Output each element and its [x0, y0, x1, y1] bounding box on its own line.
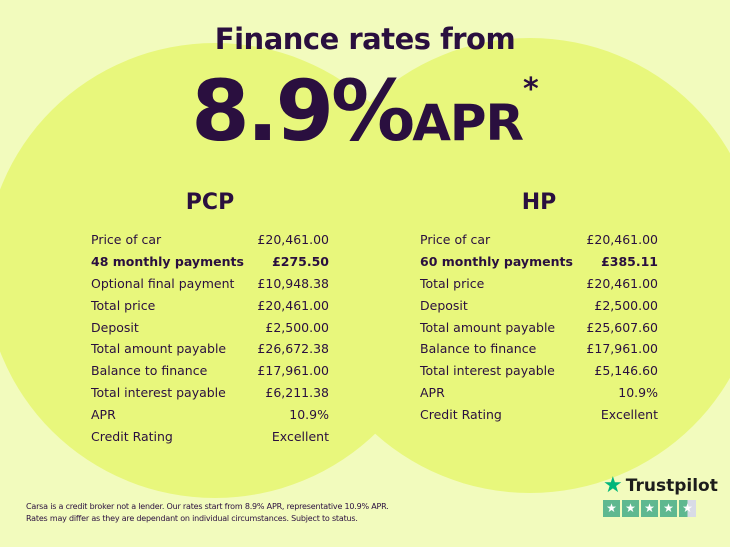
row-value: £25,607.60 — [586, 319, 658, 335]
pcp-row: Price of car £20,461.00 — [91, 229, 329, 251]
disclaimer-line-2: Rates may differ as they are dependant o… — [26, 514, 358, 523]
row-label: Total amount payable — [91, 341, 227, 357]
row-value: £2,500.00 — [265, 319, 329, 335]
trustpilot-name: Trustpilot — [625, 476, 718, 496]
row-label: 48 monthly payments — [91, 253, 244, 269]
row-label: Deposit — [91, 319, 139, 335]
hp-row: APR 10.9% — [420, 382, 658, 404]
row-label: Optional final payment — [91, 275, 235, 291]
pcp-row: Balance to finance £17,961.00 — [91, 360, 329, 382]
row-label: Total interest payable — [91, 385, 226, 401]
row-label: Price of car — [91, 232, 162, 247]
row-value: Excellent — [600, 407, 658, 423]
row-value: £20,461.00 — [257, 297, 329, 313]
trustpilot-stars: ★ ★ ★ ★ ★ — [603, 500, 718, 517]
row-value: £6,211.38 — [265, 385, 329, 401]
row-label: Total interest payable — [420, 363, 555, 379]
hp-row: Deposit £2,500.00 — [420, 295, 658, 317]
hp-row: Price of car £20,461.00 — [420, 229, 658, 251]
pcp-row: Deposit £2,500.00 — [91, 317, 329, 339]
row-label: Total amount payable — [420, 319, 556, 335]
hp-row: Balance to finance £17,961.00 — [420, 338, 658, 360]
rate-value: 8.9% — [191, 62, 415, 160]
star-icon: ★ — [622, 500, 639, 517]
pcp-row: Total interest payable £6,211.38 — [91, 382, 329, 404]
row-value: £385.11 — [601, 253, 658, 269]
hp-row: Total amount payable £25,607.60 — [420, 317, 658, 339]
row-label: Deposit — [420, 297, 468, 313]
pcp-title: PCP — [185, 190, 235, 215]
row-value: £20,461.00 — [257, 232, 329, 247]
row-label: 60 monthly payments — [420, 253, 573, 269]
row-label: APR — [420, 385, 445, 401]
pcp-row: 48 monthly payments £275.50 — [91, 251, 329, 273]
row-label: Total price — [420, 275, 485, 291]
apr-label: APR — [412, 94, 524, 152]
half-star-icon: ★ — [679, 500, 696, 517]
trustpilot-logo: ★ Trustpilot — [603, 473, 718, 498]
star-icon: ★ — [641, 500, 658, 517]
pcp-row: Credit Rating Excellent — [91, 426, 329, 448]
trustpilot-badge[interactable]: ★ Trustpilot ★ ★ ★ ★ ★ — [603, 473, 718, 517]
row-label: Total price — [91, 297, 156, 313]
hp-row: Total price £20,461.00 — [420, 273, 658, 295]
pcp-row: Optional final payment £10,948.38 — [91, 273, 329, 295]
row-label: Credit Rating — [91, 429, 173, 445]
star-icon: ★ — [660, 500, 677, 517]
row-value: Excellent — [271, 429, 329, 445]
row-value: £17,961.00 — [257, 363, 329, 379]
star-icon: ★ — [603, 500, 620, 517]
row-value: £20,461.00 — [586, 232, 658, 247]
headline: Finance rates from — [214, 22, 516, 56]
row-value: £5,146.60 — [594, 363, 658, 379]
hp-row: Credit Rating Excellent — [420, 404, 658, 426]
row-label: Balance to finance — [420, 341, 537, 357]
disclaimer-line-1: Carsa is a credit broker not a lender. O… — [26, 502, 389, 511]
row-value: £26,672.38 — [257, 341, 329, 357]
pcp-row: Total price £20,461.00 — [91, 295, 329, 317]
row-label: APR — [91, 407, 116, 423]
background-circle-right — [300, 38, 730, 493]
row-value: 10.9% — [618, 385, 658, 401]
asterisk: * — [523, 72, 539, 107]
pcp-table: PCP Price of car £20,461.00 48 monthly pay… — [91, 190, 329, 448]
row-value: 10.9% — [289, 407, 329, 423]
row-value: £20,461.00 — [586, 275, 658, 291]
row-value: £275.50 — [272, 253, 329, 269]
hp-title: HP — [521, 190, 557, 215]
row-value: £17,961.00 — [586, 341, 658, 357]
disclaimer: Carsa is a credit broker not a lender. O… — [26, 501, 389, 525]
row-value: £10,948.38 — [257, 275, 329, 291]
pcp-row: APR 10.9% — [91, 404, 329, 426]
hp-table: HP Price of car £20,461.00 60 monthly paym… — [420, 190, 658, 426]
row-label: Credit Rating — [420, 407, 502, 423]
headline-rate: 8.9%APR* — [0, 62, 730, 160]
hp-row: Total interest payable £5,146.60 — [420, 360, 658, 382]
hp-row: 60 monthly payments £385.11 — [420, 251, 658, 273]
row-value: £2,500.00 — [594, 297, 658, 313]
pcp-row: Total amount payable £26,672.38 — [91, 338, 329, 360]
star-icon: ★ — [603, 473, 623, 498]
row-label: Price of car — [420, 232, 491, 247]
row-label: Balance to finance — [91, 363, 208, 379]
